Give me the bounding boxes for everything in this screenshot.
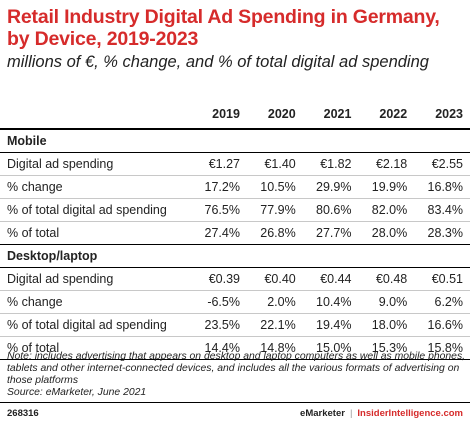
section-label: Desktop/laptop (0, 244, 470, 268)
table-cell: €0.48 (351, 267, 408, 291)
header-row: 2019 2020 2021 2022 2023 (0, 100, 470, 130)
footer-divider (0, 402, 470, 403)
table-cell: 80.6% (295, 198, 352, 222)
table-cell: 9.0% (351, 290, 408, 314)
table-row: % change 17.2% 10.5% 29.9% 19.9% 16.8% (0, 175, 470, 199)
table-cell: 26.8% (239, 221, 296, 245)
table-cell: -6.5% (184, 290, 240, 314)
column-header: 2022 (351, 100, 408, 130)
table-cell: 22.1% (239, 313, 296, 337)
brand-emarketer: eMarketer (300, 408, 345, 419)
source-text: Source: eMarketer, June 2021 (7, 387, 147, 398)
table-cell: €0.40 (239, 267, 296, 291)
table-cell: 27.4% (184, 221, 240, 245)
table-cell: 28.3% (407, 221, 470, 245)
table-cell: 15.0% (295, 336, 352, 360)
note-text: Note: includes advertising that appears … (7, 351, 466, 386)
column-header: 2019 (184, 100, 240, 130)
footer-brand: eMarketer | InsiderIntelligence.com (300, 408, 463, 419)
table-cell: €1.82 (295, 152, 352, 176)
section-label: Mobile (0, 129, 470, 153)
column-header: 2020 (239, 100, 296, 130)
table-cell: €0.39 (184, 267, 240, 291)
header-blank (0, 100, 185, 130)
table-row: Digital ad spending €1.27 €1.40 €1.82 €2.18 €… (0, 152, 470, 176)
row-label: % of total digital ad spending (0, 198, 185, 222)
section-header-row: Desktop/laptop (0, 244, 470, 268)
table-cell: €0.44 (295, 267, 352, 291)
row-label: % of total (0, 336, 185, 360)
row-label: % change (0, 290, 185, 314)
table-row: % of total digital ad spending 76.5% 77.9%… (0, 198, 470, 222)
table-row: % of total 14.4% 14.8% 15.0% 15.3% 15.8% (0, 336, 470, 360)
table-cell: 29.9% (295, 175, 352, 199)
table-cell: 16.6% (407, 313, 470, 337)
row-label: % of total digital ad spending (0, 313, 185, 337)
table-cell: 83.4% (407, 198, 470, 222)
row-label: % of total (0, 221, 185, 245)
table-cell: 15.8% (407, 336, 470, 360)
table-cell: 10.5% (239, 175, 296, 199)
table-cell: 19.9% (351, 175, 408, 199)
table-cell: 19.4% (295, 313, 352, 337)
table-cell: 2.0% (239, 290, 296, 314)
table-row: % change -6.5% 2.0% 10.4% 9.0% 6.2% (0, 290, 470, 314)
table-cell: 17.2% (184, 175, 240, 199)
row-label: % change (0, 175, 185, 199)
brand-insiderintelligence: InsiderIntelligence.com (357, 408, 463, 419)
row-label: Digital ad spending (0, 267, 185, 291)
table-cell: €1.40 (239, 152, 296, 176)
table-cell: 18.0% (351, 313, 408, 337)
table-cell: 77.9% (239, 198, 296, 222)
row-label: Digital ad spending (0, 152, 185, 176)
table-cell: 76.5% (184, 198, 240, 222)
table-cell: 16.8% (407, 175, 470, 199)
section-header-row: Mobile (0, 129, 470, 153)
column-header: 2021 (295, 100, 352, 130)
chart-id: 268316 (7, 408, 39, 419)
table-cell: €2.18 (351, 152, 408, 176)
column-header: 2023 (407, 100, 470, 130)
table-cell: 23.5% (184, 313, 240, 337)
table-cell: 27.7% (295, 221, 352, 245)
table-cell: 14.8% (239, 336, 296, 360)
chart-subtitle: millions of €, % change, and % of total … (7, 53, 429, 71)
table-cell: €1.27 (184, 152, 240, 176)
table-cell: €2.55 (407, 152, 470, 176)
table-cell: 10.4% (295, 290, 352, 314)
table-cell: 82.0% (351, 198, 408, 222)
table-row: % of total digital ad spending 23.5% 22.1%… (0, 313, 470, 337)
table-cell: €0.51 (407, 267, 470, 291)
table-cell: 28.0% (351, 221, 408, 245)
chart-title: Retail Industry Digital Ad Spending in G… (7, 6, 440, 50)
brand-separator: | (349, 408, 353, 419)
data-table: 2019 2020 2021 2022 2023 Mobile Digital a… (0, 100, 470, 360)
table-cell: 6.2% (407, 290, 470, 314)
table-cell: 14.4% (184, 336, 240, 360)
table-cell: 15.3% (351, 336, 408, 360)
chart-note: Note: includes advertising that appears … (7, 351, 467, 399)
table-row: % of total 27.4% 26.8% 27.7% 28.0% 28.3% (0, 221, 470, 245)
table-body: Mobile Digital ad spending €1.27 €1.40 €1.82… (0, 129, 470, 360)
table-row: Digital ad spending €0.39 €0.40 €0.44 €0.48 €… (0, 267, 470, 291)
